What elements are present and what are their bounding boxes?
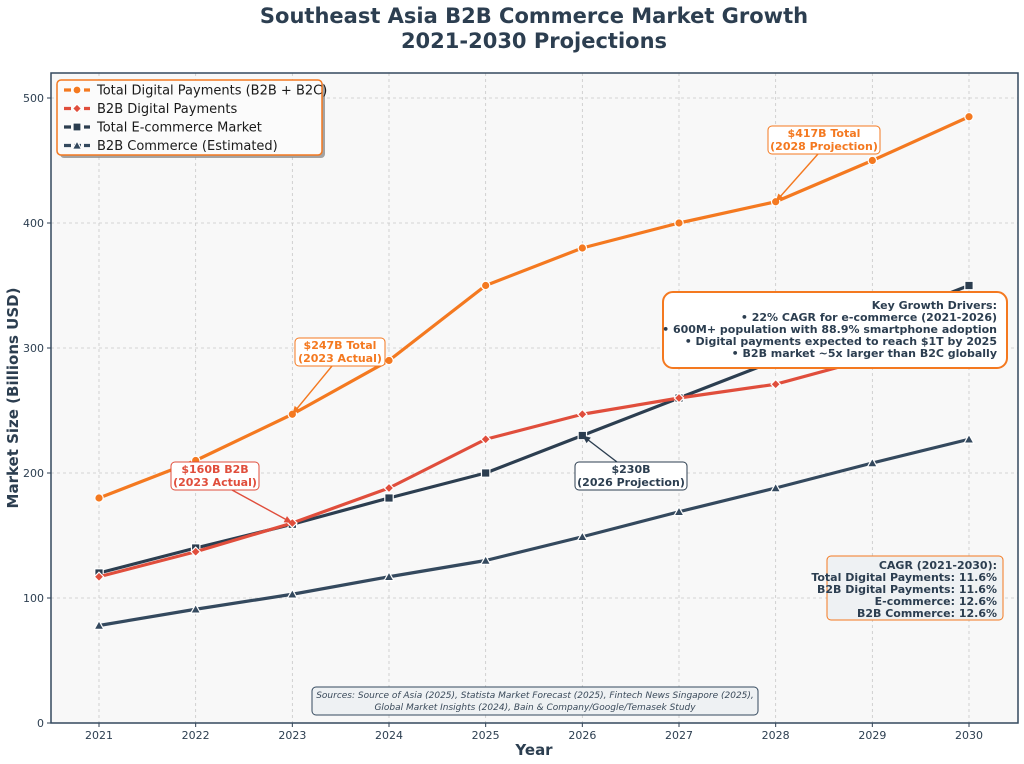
- sources-line2: Global Market Insights (2024), Bain & Co…: [374, 703, 696, 713]
- annotation-417b-line1: $417B Total: [788, 127, 861, 140]
- plot-frame: [50, 72, 1019, 724]
- data-point: [94, 493, 104, 503]
- annotation-160b-line1: $160B B2B: [181, 463, 248, 476]
- data-point: [673, 505, 685, 517]
- data-point: [93, 571, 105, 583]
- driver-item: • 600M+ population with 88.9% smartphone…: [662, 323, 997, 336]
- x-tick-label: 2023: [278, 729, 306, 742]
- y-tick-label: 200: [23, 467, 44, 480]
- data-point: [964, 280, 974, 291]
- cagr-item: E-commerce: 12.6%: [875, 595, 997, 608]
- annotation-arrow: [775, 153, 819, 203]
- annotation-230b-line1: $230B: [612, 463, 651, 476]
- legend-marker: [72, 85, 82, 95]
- chart-title-line1: Southeast Asia B2B Commerce Market Growt…: [260, 4, 808, 28]
- x-tick-label: 2026: [568, 729, 596, 742]
- drivers-heading: Key Growth Drivers:: [872, 299, 997, 312]
- driver-item: • 22% CAGR for e-commerce (2021-2026): [741, 311, 997, 324]
- x-tick-label: 2022: [182, 729, 210, 742]
- data-point: [93, 619, 105, 630]
- annotation-arrowhead: [283, 516, 293, 523]
- legend: Total Digital Payments (B2B + B2C) B2B Di…: [56, 79, 327, 158]
- driver-item: • Digital payments expected to reach $1T…: [685, 335, 997, 348]
- y-tick-label: 500: [23, 92, 44, 105]
- data-point: [674, 218, 684, 228]
- annotation-247b-line1: $247B Total: [304, 339, 377, 352]
- annotation-arrowhead: [775, 193, 784, 202]
- y-tick-label: 300: [23, 342, 44, 355]
- annotation-247b-line2: (2023 Actual): [298, 352, 382, 365]
- annotation-arrowhead: [292, 405, 301, 415]
- data-point: [480, 433, 492, 445]
- annotation-230b: $230B (2026 Projection): [574, 461, 688, 491]
- data-point: [867, 155, 878, 166]
- data-point: [384, 355, 394, 366]
- legend-label: Total Digital Payments (B2B + B2C): [96, 84, 327, 99]
- x-tick-label: 2024: [375, 729, 403, 742]
- sources-line1: Sources: Source of Asia (2025), Statista…: [316, 691, 754, 701]
- y-tick-label: 0: [37, 717, 44, 730]
- data-point: [189, 603, 202, 614]
- legend-label: Total E-commerce Market: [96, 121, 262, 136]
- legend-marker: [72, 122, 82, 132]
- annotation-arrow: [231, 489, 293, 524]
- annotation-arrow: [291, 365, 333, 415]
- series-line: [97, 437, 971, 628]
- data-point: [384, 493, 394, 503]
- x-axis-label: Year: [514, 741, 553, 759]
- data-point: [383, 570, 395, 582]
- cagr-item: B2B Commerce: 12.6%: [857, 607, 997, 620]
- legend-label: B2B Digital Payments: [97, 102, 237, 117]
- x-tick-label: 2030: [955, 729, 983, 742]
- driver-item: • B2B market ~5x larger than B2C globall…: [732, 347, 997, 360]
- chart-title-line2: 2021-2030 Projections: [401, 29, 667, 53]
- series-line: [97, 327, 971, 579]
- annotation-417b: $417B Total (2028 Projection): [767, 125, 881, 155]
- x-tick-label: 2021: [85, 729, 113, 742]
- data-point: [963, 433, 975, 444]
- cagr-item: B2B Digital Payments: 11.6%: [817, 583, 997, 596]
- x-tick-label: 2027: [665, 729, 693, 742]
- growth-drivers-box: Key Growth Drivers: • 22% CAGR for e-com…: [662, 291, 1008, 369]
- sources-box: Sources: Source of Asia (2025), Statista…: [311, 686, 759, 716]
- data-point: [480, 468, 491, 478]
- data-point: [673, 392, 685, 404]
- y-tick-label: 100: [23, 592, 44, 605]
- cagr-item: Total Digital Payments: 11.6%: [811, 571, 997, 584]
- annotation-arrows: [231, 153, 819, 524]
- annotation-arrowhead: [582, 435, 591, 444]
- data-point: [866, 456, 879, 468]
- data-point: [770, 378, 782, 390]
- series-0: [94, 111, 974, 503]
- cagr-heading: CAGR (2021-2030):: [879, 559, 997, 572]
- data-point: [383, 482, 395, 494]
- data-point: [576, 530, 589, 542]
- annotation-247b: $247B Total (2023 Actual): [294, 337, 386, 367]
- data-point: [964, 111, 974, 122]
- annotation-230b-line2: (2026 Projection): [577, 476, 685, 489]
- axis-ticks: 2021 2022 2023 2024 2025 2026 2027 2028 2029 2030…: [23, 92, 983, 742]
- annotation-417b-line2: (2028 Projection): [770, 140, 878, 153]
- x-tick-label: 2029: [858, 729, 886, 742]
- data-point: [286, 588, 299, 599]
- data-point: [577, 243, 588, 253]
- data-point: [479, 554, 492, 565]
- legend-label: B2B Commerce (Estimated): [97, 139, 278, 154]
- legend-marker: [71, 139, 83, 150]
- data-point: [480, 280, 491, 291]
- y-axis-label: Market Size (Billions USD): [4, 288, 22, 509]
- y-tick-label: 400: [23, 217, 44, 230]
- x-tick-label: 2025: [472, 729, 500, 742]
- x-tick-label: 2028: [762, 729, 790, 742]
- legend-marker: [71, 103, 83, 114]
- annotation-160b-line2: (2023 Actual): [173, 476, 257, 489]
- annotation-160b: $160B B2B (2023 Actual): [170, 461, 260, 491]
- cagr-box: CAGR (2021-2030): Total Digital Payments…: [811, 555, 1004, 621]
- series-line: [97, 115, 971, 500]
- data-point: [190, 546, 202, 558]
- series-3: [93, 433, 975, 630]
- data-point: [769, 481, 782, 493]
- data-point: [576, 408, 588, 420]
